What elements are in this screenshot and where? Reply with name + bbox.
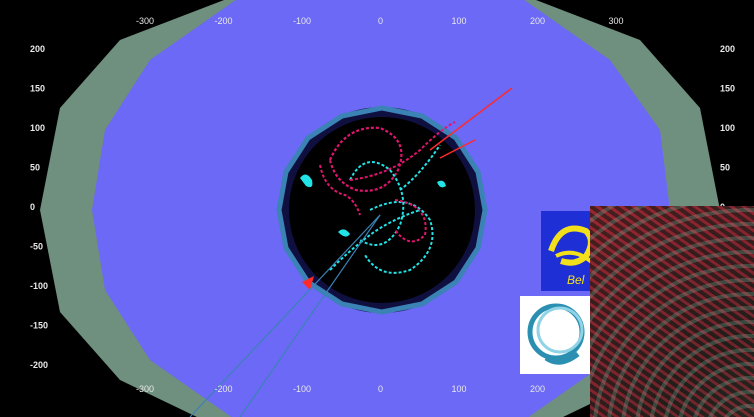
x-axis-bottom: -300 -200 -100 0 100 200 bbox=[136, 384, 545, 394]
x-tick-top: 300 bbox=[608, 16, 623, 26]
q-logo-mark bbox=[527, 303, 585, 365]
y-tick-left: -50 bbox=[30, 242, 43, 252]
photo-stripes bbox=[590, 206, 754, 417]
y-tick-left: 0 bbox=[30, 202, 35, 212]
x-tick-bottom: -300 bbox=[136, 384, 154, 394]
x-tick-top: -200 bbox=[214, 16, 232, 26]
x-tick-bottom: 100 bbox=[451, 384, 466, 394]
x-tick-bottom: 0 bbox=[378, 384, 383, 394]
x-tick-top: -100 bbox=[293, 16, 311, 26]
x-tick-bottom: -200 bbox=[214, 384, 232, 394]
y-tick-left: 100 bbox=[30, 123, 45, 133]
x-tick-top: 0 bbox=[378, 16, 383, 26]
y-tick-left: 150 bbox=[30, 84, 45, 94]
y-tick-right: 50 bbox=[720, 163, 730, 173]
detector-photo-inset bbox=[590, 206, 754, 417]
track-blue-1 bbox=[189, 214, 381, 417]
y-tick-left: -150 bbox=[30, 321, 48, 331]
x-tick-top: 200 bbox=[530, 16, 545, 26]
y-tick-left: -100 bbox=[30, 281, 48, 291]
x-tick-top: -300 bbox=[136, 16, 154, 26]
y-tick-left: 50 bbox=[30, 163, 40, 173]
track-blue-2 bbox=[239, 214, 381, 417]
x-tick-bottom: 200 bbox=[530, 384, 545, 394]
x-tick-bottom: -100 bbox=[293, 384, 311, 394]
x-axis-top: -300 -200 -100 0 100 200 300 bbox=[136, 16, 624, 26]
x-tick-top: 100 bbox=[451, 16, 466, 26]
q-logo bbox=[520, 296, 592, 374]
y-tick-right: 100 bbox=[720, 123, 735, 133]
y-tick-right: 200 bbox=[720, 44, 735, 54]
belle-logo-text: Bel bbox=[567, 273, 585, 287]
y-tick-right: 150 bbox=[720, 84, 735, 94]
y-tick-left: -200 bbox=[30, 360, 48, 370]
track-red bbox=[429, 87, 513, 151]
y-axis-left: 200 150 100 50 0 -50 -100 -150 -200 bbox=[30, 44, 48, 370]
y-tick-left: 200 bbox=[30, 44, 45, 54]
hit-markers bbox=[300, 121, 456, 290]
track-red-2 bbox=[439, 139, 476, 159]
